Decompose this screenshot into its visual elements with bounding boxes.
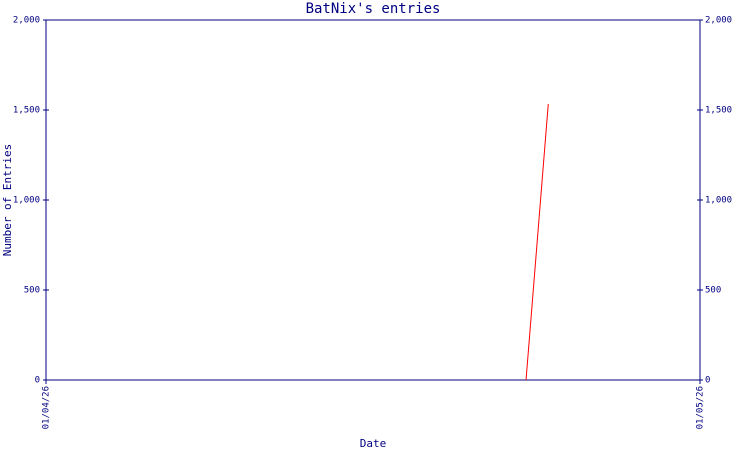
y2-tick-label: 0 (705, 376, 710, 386)
chart-title: BatNix's entries (306, 1, 441, 17)
y2-tick-label: 1,500 (705, 106, 732, 116)
y-tick-label: 1,000 (13, 196, 40, 206)
y-axis-label: Number of Entries (1, 144, 14, 257)
y-tick-label: 2,000 (13, 16, 40, 26)
y2-tick-label: 500 (705, 286, 721, 296)
y2-tick-label: 2,000 (705, 16, 732, 26)
line-series (525, 104, 549, 381)
y-tick-label: 500 (24, 286, 40, 296)
y-tick-label: 1,500 (13, 106, 40, 116)
plot-frame (45, 19, 701, 381)
y-tick-label: 0 (35, 376, 40, 386)
y2-tick-label: 1,000 (705, 196, 732, 206)
x-tick-label: 01/05/26 (696, 386, 706, 429)
x-axis-label: Date (360, 437, 387, 450)
x-tick-label: 01/04/26 (42, 386, 52, 429)
